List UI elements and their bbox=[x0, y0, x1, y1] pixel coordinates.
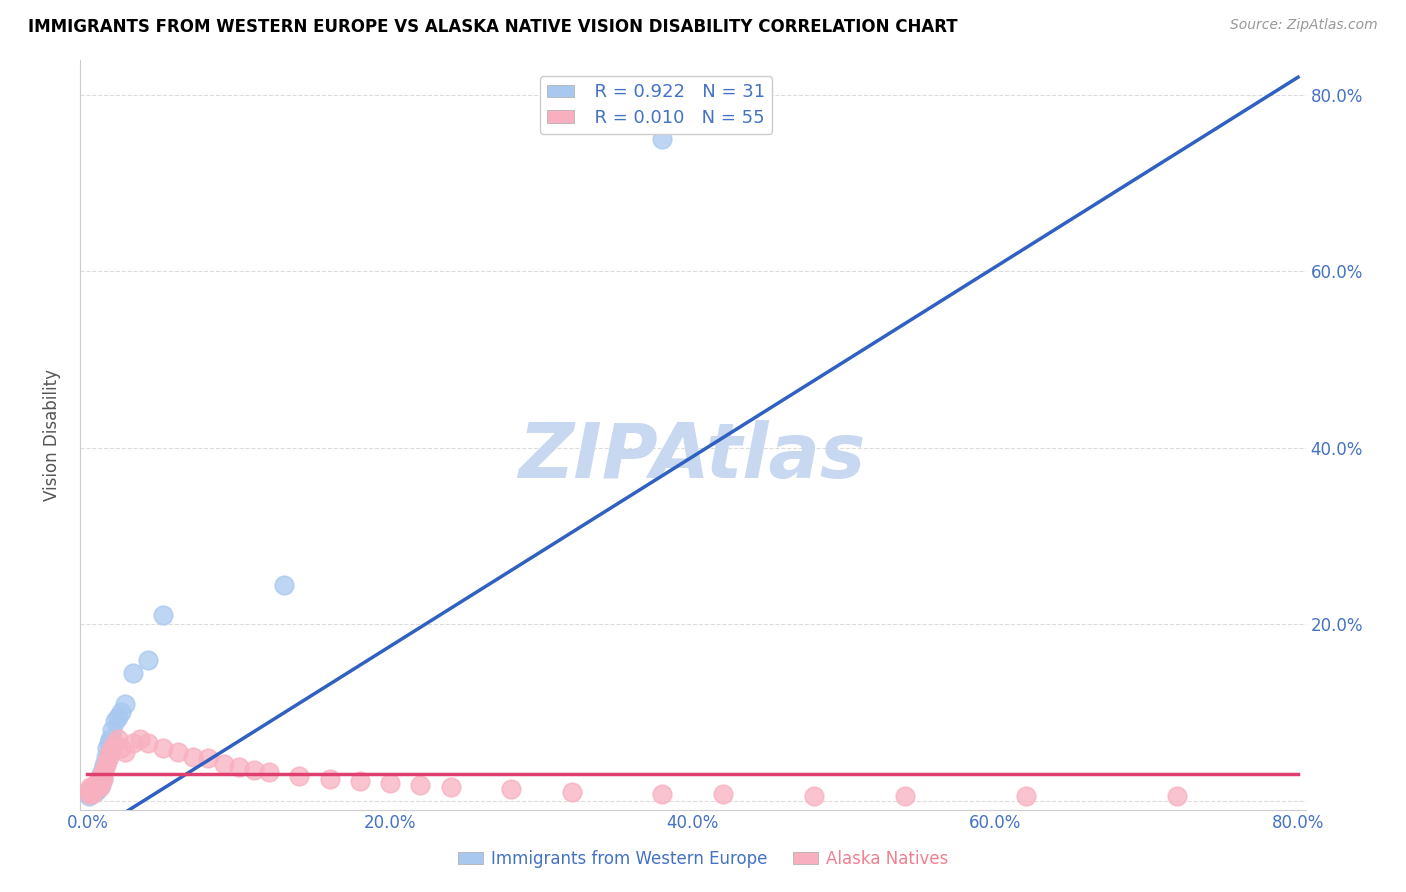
Point bbox=[93, 758, 115, 772]
Point bbox=[93, 763, 115, 777]
Point bbox=[80, 785, 103, 799]
Point bbox=[97, 749, 120, 764]
Point bbox=[129, 731, 152, 746]
Point bbox=[90, 776, 112, 790]
Point bbox=[409, 778, 432, 792]
Legend: Immigrants from Western Europe, Alaska Natives: Immigrants from Western Europe, Alaska N… bbox=[451, 844, 955, 875]
Point bbox=[197, 751, 219, 765]
Point bbox=[79, 780, 101, 795]
Point bbox=[100, 723, 122, 738]
Point bbox=[96, 754, 118, 768]
Point bbox=[86, 780, 108, 795]
Point bbox=[273, 577, 295, 591]
Point bbox=[378, 776, 401, 790]
Point bbox=[104, 736, 127, 750]
Point bbox=[136, 652, 159, 666]
Point bbox=[94, 749, 117, 764]
Point bbox=[228, 760, 250, 774]
Text: Source: ZipAtlas.com: Source: ZipAtlas.com bbox=[1230, 18, 1378, 32]
Point bbox=[100, 740, 122, 755]
Point bbox=[212, 756, 235, 771]
Point bbox=[104, 714, 127, 729]
Point bbox=[114, 745, 136, 759]
Point bbox=[89, 772, 111, 786]
Point bbox=[91, 772, 114, 786]
Point bbox=[152, 740, 174, 755]
Point bbox=[96, 740, 118, 755]
Point bbox=[107, 731, 129, 746]
Point bbox=[84, 780, 107, 795]
Point bbox=[87, 780, 110, 795]
Point bbox=[183, 749, 205, 764]
Legend:   R = 0.922   N = 31,   R = 0.010   N = 55: R = 0.922 N = 31, R = 0.010 N = 55 bbox=[540, 76, 772, 134]
Point bbox=[711, 787, 734, 801]
Point bbox=[114, 697, 136, 711]
Point bbox=[257, 765, 280, 780]
Point bbox=[80, 783, 103, 797]
Point bbox=[86, 783, 108, 797]
Point bbox=[98, 745, 121, 759]
Point bbox=[561, 785, 583, 799]
Point bbox=[110, 706, 132, 720]
Point bbox=[121, 665, 143, 680]
Point bbox=[84, 783, 107, 797]
Point bbox=[90, 769, 112, 783]
Point bbox=[97, 736, 120, 750]
Text: ZIPAtlas: ZIPAtlas bbox=[519, 420, 866, 494]
Point bbox=[91, 767, 114, 781]
Point bbox=[87, 776, 110, 790]
Point bbox=[152, 608, 174, 623]
Point bbox=[1166, 789, 1188, 804]
Point bbox=[110, 740, 132, 755]
Point bbox=[318, 772, 340, 786]
Point bbox=[349, 774, 371, 789]
Point bbox=[82, 783, 104, 797]
Point bbox=[87, 774, 110, 789]
Point bbox=[94, 758, 117, 772]
Point bbox=[288, 769, 311, 783]
Point bbox=[501, 782, 523, 797]
Point bbox=[82, 780, 104, 795]
Point bbox=[91, 763, 114, 777]
Point bbox=[79, 787, 101, 801]
Point bbox=[84, 778, 107, 792]
Point bbox=[90, 778, 112, 792]
Point bbox=[91, 772, 114, 786]
Point bbox=[651, 787, 673, 801]
Text: IMMIGRANTS FROM WESTERN EUROPE VS ALASKA NATIVE VISION DISABILITY CORRELATION CH: IMMIGRANTS FROM WESTERN EUROPE VS ALASKA… bbox=[28, 18, 957, 36]
Point bbox=[89, 780, 111, 795]
Point bbox=[651, 132, 673, 146]
Y-axis label: Vision Disability: Vision Disability bbox=[44, 368, 60, 500]
Point bbox=[77, 789, 100, 804]
Point bbox=[86, 778, 108, 792]
Point bbox=[243, 763, 266, 777]
Point bbox=[136, 736, 159, 750]
Point bbox=[89, 772, 111, 786]
Point bbox=[77, 787, 100, 801]
Point bbox=[82, 785, 104, 799]
Point bbox=[79, 785, 101, 799]
Point bbox=[98, 731, 121, 746]
Point bbox=[107, 710, 129, 724]
Point bbox=[77, 783, 100, 797]
Point bbox=[803, 789, 825, 804]
Point bbox=[1014, 789, 1036, 804]
Point bbox=[89, 774, 111, 789]
Point bbox=[84, 785, 107, 799]
Point bbox=[87, 778, 110, 792]
Point bbox=[121, 736, 143, 750]
Point bbox=[80, 787, 103, 801]
Point bbox=[167, 745, 190, 759]
Point bbox=[893, 789, 915, 804]
Point bbox=[86, 776, 108, 790]
Point bbox=[90, 767, 112, 781]
Point bbox=[439, 780, 461, 795]
